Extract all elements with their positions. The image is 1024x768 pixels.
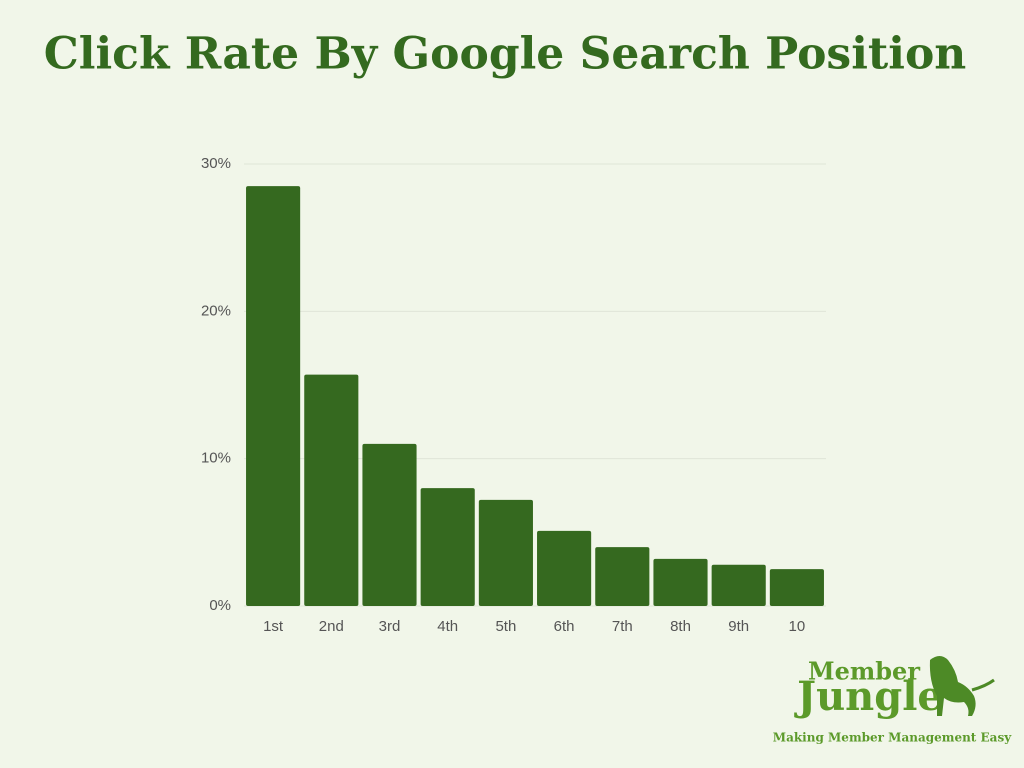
x-tick-label: 10 — [789, 618, 806, 635]
x-tick-label: 7th — [612, 618, 633, 635]
logo-line1: Member — [808, 657, 920, 686]
y-tick-label: 20% — [201, 302, 231, 319]
x-tick-label: 1st — [263, 618, 284, 635]
bar — [304, 374, 359, 606]
x-tick-label: 9th — [728, 618, 749, 635]
bar — [246, 186, 301, 606]
x-tick-label: 5th — [495, 618, 516, 635]
bar — [653, 558, 708, 606]
logo-tiger — [929, 656, 976, 716]
logo: Member Jungle Making Member Management E… — [773, 656, 1012, 745]
y-tick-label: 10% — [201, 450, 231, 467]
bar — [595, 547, 650, 606]
y-tick-label: 30% — [201, 155, 231, 172]
bar — [537, 530, 592, 606]
logo-line2: Jungle — [794, 673, 943, 720]
logo-tagline: Making Member Management Easy — [773, 731, 1012, 745]
bar — [478, 499, 533, 606]
x-tick-label: 6th — [554, 618, 575, 635]
bar — [420, 488, 475, 606]
x-tick-label: 8th — [670, 618, 691, 635]
chart-title: Click Rate By Google Search Position — [44, 29, 967, 80]
y-tick-label: 0% — [209, 597, 231, 614]
logo-tail — [971, 678, 995, 692]
x-tick-label: 3rd — [379, 618, 401, 635]
bar — [711, 564, 766, 606]
x-tick-label: 2nd — [319, 618, 344, 635]
x-tick-label: 4th — [437, 618, 458, 635]
bar — [362, 443, 417, 606]
bar — [769, 569, 824, 606]
